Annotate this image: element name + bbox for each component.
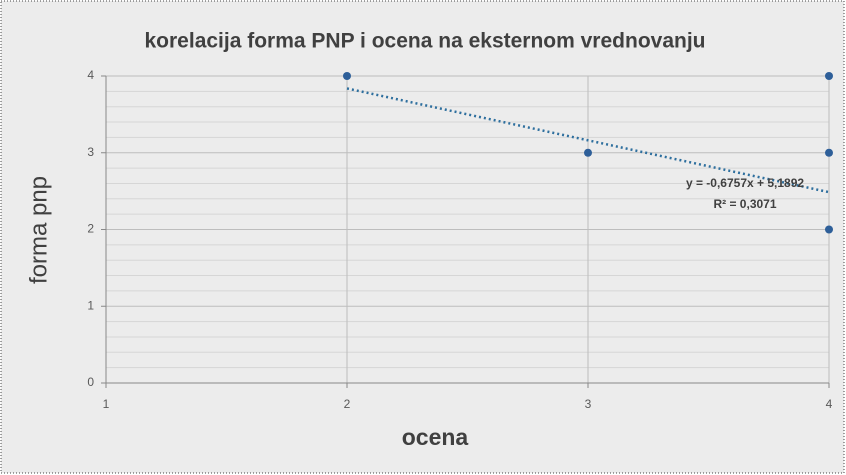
trendline-equation: y = -0,6757x + 5,1892 [686,176,804,190]
y-tick-label: 3 [87,145,94,159]
x-tick-label: 2 [344,397,351,411]
y-tick-label: 1 [87,298,94,312]
chart-title: korelacija forma PNP i ocena na eksterno… [145,30,706,53]
x-tick-label: 4 [826,397,833,411]
x-tick-label: 3 [585,397,592,411]
y-tick-label: 2 [87,222,94,236]
point [825,148,833,157]
point [343,72,351,80]
point [825,72,833,80]
point [825,225,833,234]
trendline [346,87,830,194]
y-tick-label: 4 [87,68,94,82]
x-axis-label: ocena [402,424,469,450]
x-tick-label: 1 [103,397,110,411]
y-tick-label: 0 [87,375,94,389]
point [584,148,592,157]
y-axis-label: forma pnp [25,176,52,284]
trendline-r2: R² = 0,3071 [713,197,776,211]
